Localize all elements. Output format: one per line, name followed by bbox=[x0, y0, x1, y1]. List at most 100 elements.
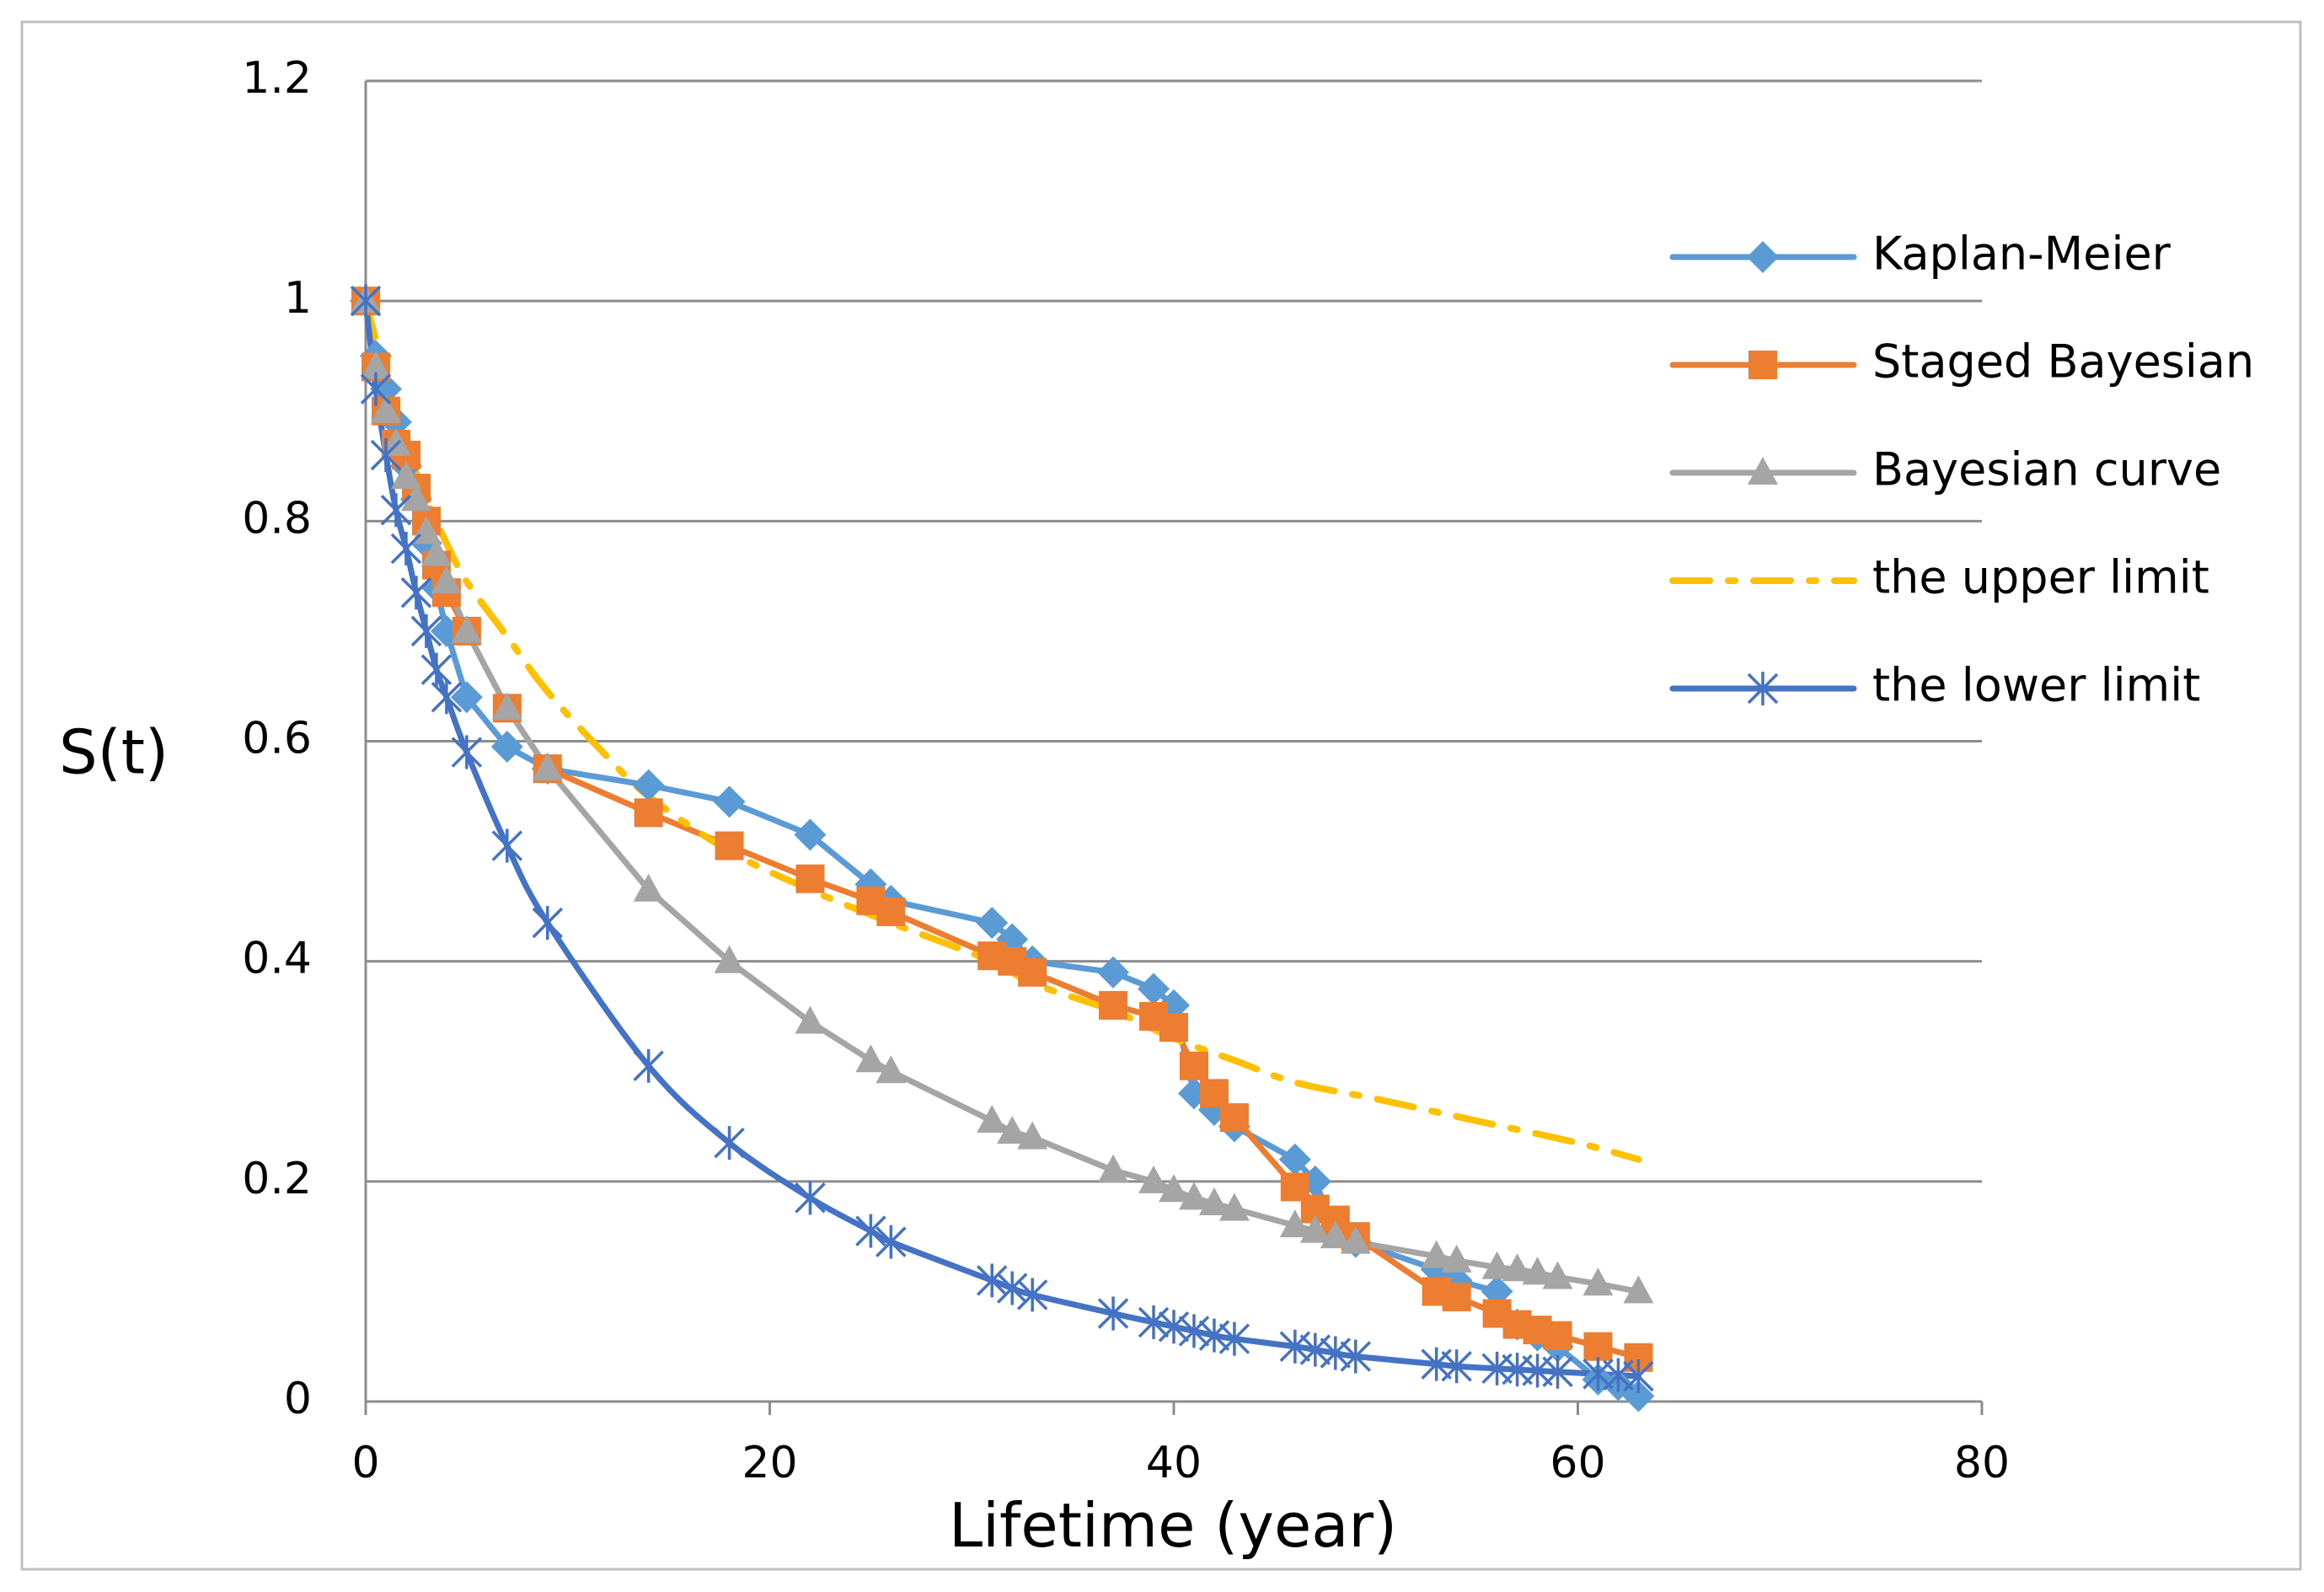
bayesian-curve-point bbox=[714, 945, 745, 973]
x-tick-label: 40 bbox=[1146, 1438, 1202, 1488]
kaplan-meier-point bbox=[794, 818, 827, 851]
y-tick-label: 1 bbox=[284, 273, 312, 324]
bayesian-curve-point bbox=[1320, 1220, 1351, 1249]
tick-labels: 0 0.2 0.4 0.6 0.8 1 1.2 0 20 40 60 80 bbox=[242, 53, 2010, 1488]
gridlines bbox=[366, 79, 1982, 1183]
bayesian-curve-point bbox=[1441, 1244, 1472, 1273]
kaplan-meier-point bbox=[976, 906, 1009, 939]
bayesian-curve-point bbox=[380, 427, 411, 456]
bayesian-curve-point bbox=[795, 1005, 826, 1034]
staged-bayesian-point bbox=[1159, 1013, 1188, 1043]
the-lower-limit-point bbox=[360, 372, 392, 406]
the-lower-limit-point bbox=[1340, 1339, 1372, 1374]
legend: Kaplan-Meier Staged Bayesian Bayesian curv… bbox=[1669, 228, 2254, 712]
legend-staged-bayesian-label: Staged Bayesian bbox=[1872, 335, 2254, 389]
the-lower-limit-point bbox=[714, 1126, 745, 1160]
the-lower-limit-point bbox=[1097, 1296, 1129, 1331]
bayesian-curve-point bbox=[855, 1044, 886, 1073]
the-lower-limit-point bbox=[491, 828, 523, 863]
the-lower-limit-point bbox=[1320, 1336, 1352, 1370]
the-lower-limit-point bbox=[1542, 1354, 1573, 1389]
bayesian-curve-point bbox=[532, 753, 563, 781]
y-tick-label: 0.6 bbox=[242, 714, 312, 764]
staged-bayesian-point bbox=[1583, 1332, 1613, 1361]
the-lower-limit-point bbox=[410, 614, 442, 648]
bayesian-curve-point bbox=[1502, 1253, 1533, 1282]
kaplan-meier-point bbox=[450, 681, 483, 714]
bayesian-curve-point bbox=[491, 692, 522, 721]
x-axis-title: Lifetime (year) bbox=[949, 1490, 1397, 1561]
the-lower-limit-point bbox=[1299, 1332, 1331, 1367]
kaplan-meier-point bbox=[1138, 973, 1170, 1005]
y-tick-label: 0 bbox=[284, 1374, 312, 1424]
bayesian-curve-point bbox=[1421, 1240, 1452, 1268]
the-lower-limit-point bbox=[976, 1263, 1008, 1298]
bayesian-curve-point bbox=[400, 483, 431, 512]
the-lower-limit-point bbox=[1138, 1305, 1170, 1339]
the-lower-limit-point bbox=[400, 576, 432, 610]
staged-bayesian-point bbox=[1179, 1051, 1208, 1080]
bayesian-curve-point bbox=[1017, 1121, 1048, 1150]
staged-bayesian-point bbox=[1199, 1079, 1229, 1108]
bayesian-curve-point bbox=[390, 461, 421, 490]
staged-bayesian-point bbox=[1219, 1103, 1249, 1133]
bayesian-curve-point bbox=[633, 873, 664, 902]
y-tick-label: 1.2 bbox=[242, 53, 312, 104]
bayesian-curve-point bbox=[360, 351, 391, 379]
the-lower-limit-point bbox=[370, 437, 402, 472]
bayesian-curve-point bbox=[1159, 1174, 1189, 1203]
x-tick-label: 20 bbox=[742, 1438, 797, 1488]
staged-bayesian-point bbox=[876, 897, 906, 926]
x-tick-label: 60 bbox=[1550, 1438, 1605, 1488]
legend-bayesian-curve-marker bbox=[1748, 457, 1778, 485]
the-lower-limit-point bbox=[633, 1048, 664, 1083]
the-lower-limit-point bbox=[532, 905, 564, 940]
legend-staged-bayesian-marker bbox=[1748, 351, 1777, 379]
kaplan-meier-point bbox=[490, 731, 523, 764]
staged-bayesian-point bbox=[1543, 1321, 1572, 1350]
the-lower-limit-point bbox=[855, 1214, 886, 1248]
the-lower-limit-point bbox=[1178, 1314, 1210, 1348]
the-lower-limit-point bbox=[1441, 1349, 1472, 1384]
kaplan-meier-point bbox=[1097, 956, 1130, 989]
the-lower-limit-point bbox=[1623, 1359, 1654, 1393]
bayesian-curve-point bbox=[977, 1105, 1008, 1134]
legend-the-lower-limit-label: the lower limit bbox=[1872, 659, 2200, 712]
staged-bayesian-point bbox=[715, 831, 744, 860]
x-tick-label: 0 bbox=[351, 1438, 379, 1488]
chart-border bbox=[20, 20, 2302, 1571]
bayesian-curve-point bbox=[1198, 1187, 1229, 1215]
legend-bayesian-curve-label: Bayesian curve bbox=[1872, 443, 2221, 496]
staged-bayesian-point bbox=[795, 864, 825, 893]
bayesian-curve-point bbox=[1582, 1268, 1614, 1296]
bayesian-curve-point bbox=[1522, 1257, 1553, 1285]
kaplan-meier-point bbox=[632, 769, 665, 801]
y-axis-title: S(t) bbox=[59, 717, 169, 788]
bayesian-curve-point bbox=[451, 614, 482, 643]
staged-bayesian-point bbox=[1442, 1282, 1471, 1311]
staged-bayesian-point bbox=[634, 798, 663, 828]
bayesian-curve-point bbox=[1279, 1209, 1310, 1238]
bayesian-curve-point bbox=[1098, 1154, 1129, 1182]
the-lower-limit-point bbox=[420, 652, 452, 687]
the-lower-limit-point bbox=[996, 1271, 1028, 1305]
legend-the-lower-limit-marker bbox=[1747, 672, 1779, 705]
the-lower-limit-point bbox=[1279, 1329, 1311, 1364]
y-tick-label: 0.4 bbox=[242, 934, 312, 984]
legend-the-upper-limit-label: the upper limit bbox=[1872, 551, 2209, 604]
bayesian-curve-point bbox=[1542, 1261, 1573, 1289]
the-lower-limit-point bbox=[1016, 1278, 1048, 1312]
y-tick-label: 0.8 bbox=[242, 493, 312, 544]
legend-kaplan-meier-marker bbox=[1747, 241, 1779, 273]
the-lower-limit-point bbox=[1158, 1310, 1190, 1344]
the-lower-limit-point bbox=[876, 1225, 907, 1259]
kaplan-meier-point bbox=[1278, 1143, 1311, 1176]
bayesian-curve-point bbox=[431, 566, 462, 594]
the-lower-limit-point bbox=[451, 735, 483, 769]
staged-bayesian-point bbox=[1018, 957, 1047, 987]
y-tick-label: 0.2 bbox=[242, 1154, 312, 1204]
the-lower-limit-point bbox=[390, 531, 422, 566]
bayesian-curve-point bbox=[997, 1116, 1028, 1144]
